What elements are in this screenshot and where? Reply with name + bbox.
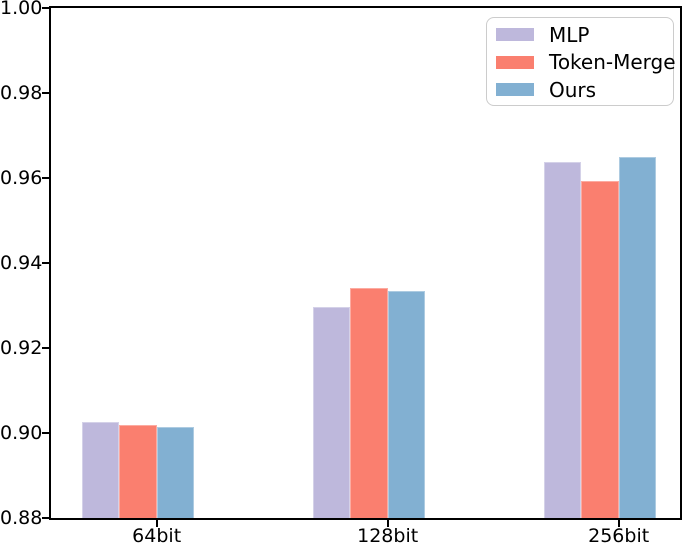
y-tick-label: 1.00	[0, 0, 43, 19]
legend: MLP Token-Merge Ours	[486, 17, 676, 106]
legend-label-ours: Ours	[549, 77, 597, 102]
y-tick-mark	[42, 517, 49, 519]
bar-mlp-64bit	[82, 421, 120, 518]
bar-mlp-256bit	[544, 162, 582, 518]
legend-swatch-token-merge	[496, 55, 534, 69]
legend-swatch-ours	[496, 83, 534, 97]
legend-swatch-mlp	[496, 28, 534, 42]
bar-ours-64bit	[156, 427, 194, 518]
bar-token-merge-64bit	[119, 424, 157, 518]
bar-ours-256bit	[618, 157, 656, 518]
y-tick-mark	[42, 177, 49, 179]
x-tick-mark	[155, 520, 158, 527]
axes-frame	[49, 6, 682, 520]
legend-entry-mlp: MLP	[487, 21, 673, 49]
legend-label-mlp: MLP	[549, 22, 590, 47]
y-tick-label: 0.92	[0, 337, 43, 359]
y-tick-label: 0.88	[0, 507, 43, 529]
y-tick-label: 0.98	[0, 82, 43, 104]
x-tick-label-256bit: 256bit	[588, 525, 650, 546]
bar-ours-128bit	[387, 291, 425, 518]
x-tick-mark	[617, 520, 620, 527]
x-tick-label-128bit: 128bit	[357, 525, 419, 546]
x-tick-label-64bit: 64bit	[132, 525, 182, 546]
bar-token-merge-128bit	[350, 288, 388, 518]
x-tick-mark	[386, 520, 389, 527]
legend-entry-token-merge: Token-Merge	[487, 49, 676, 77]
y-tick-mark	[42, 432, 49, 434]
y-tick-mark	[42, 347, 49, 349]
bar-mlp-128bit	[313, 306, 351, 518]
plot-area	[51, 8, 680, 518]
y-tick-label: 0.96	[0, 167, 43, 189]
legend-label-token-merge: Token-Merge	[549, 50, 676, 75]
y-tick-mark	[42, 7, 49, 9]
y-tick-mark	[42, 262, 49, 264]
y-tick-mark	[42, 92, 49, 94]
y-tick-label: 0.90	[0, 422, 43, 444]
y-tick-label: 0.94	[0, 252, 43, 274]
bar-token-merge-256bit	[581, 181, 619, 518]
legend-entry-ours: Ours	[487, 76, 673, 104]
